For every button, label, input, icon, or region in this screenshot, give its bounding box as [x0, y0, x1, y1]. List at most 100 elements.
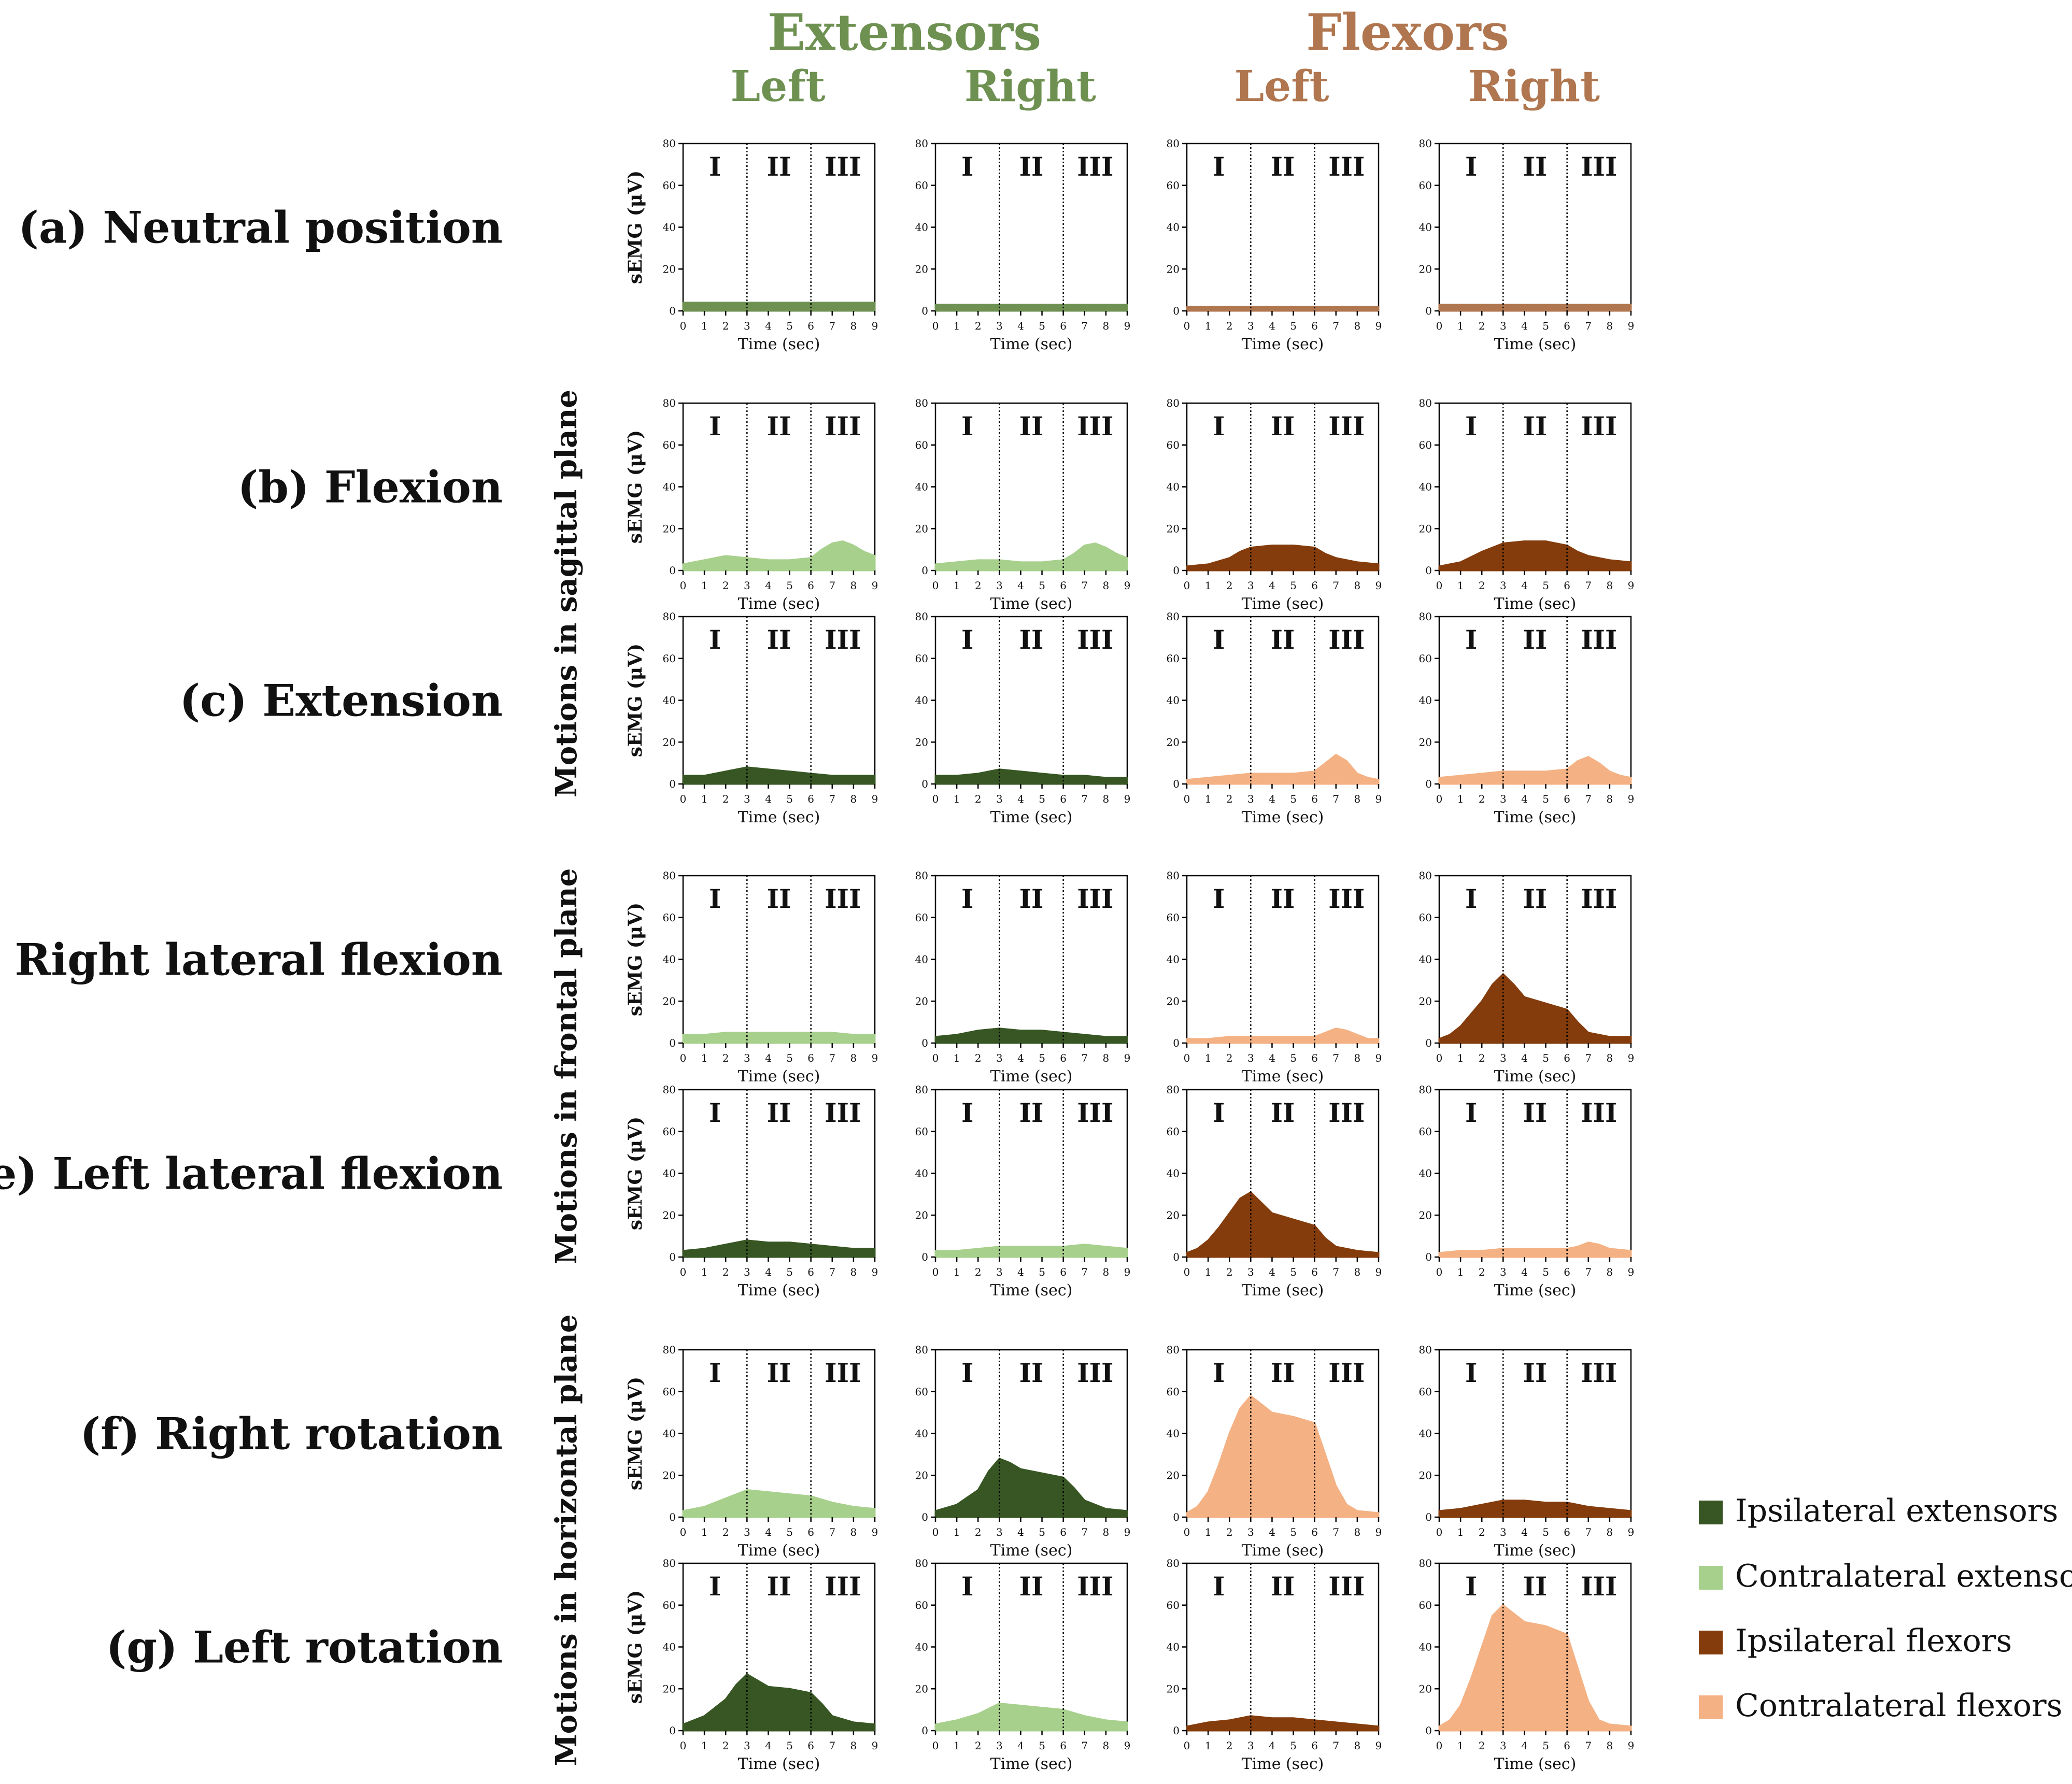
x-tick-label: 5 [1039, 1526, 1045, 1538]
y-tick-label: 80 [663, 1083, 676, 1096]
x-tick-label: 3 [1247, 793, 1254, 805]
emg-area-ipsi_flex [1186, 1191, 1380, 1258]
x-tick-label: 9 [1375, 579, 1382, 592]
y-tick-label: 60 [1419, 1386, 1432, 1398]
phase-label: III [1581, 151, 1617, 182]
phase-label: III [1328, 411, 1365, 441]
x-tick-label: 3 [744, 1526, 750, 1538]
phase-label: II [1523, 1358, 1548, 1388]
phase-label: III [1077, 411, 1113, 441]
phase-label: I [709, 624, 721, 655]
x-tick-label: 9 [1628, 579, 1635, 592]
y-tick-label: 0 [669, 305, 676, 317]
phase-label: I [961, 1358, 973, 1388]
phase-label: III [1077, 1097, 1113, 1128]
x-tick-label: 7 [1332, 793, 1339, 805]
y-tick-label: 80 [1167, 1083, 1180, 1096]
x-tick-label: 9 [872, 793, 878, 805]
y-tick-label: 0 [921, 1724, 928, 1737]
phase-label: I [709, 883, 721, 914]
emg-area-ipsi_ext [682, 1239, 876, 1258]
x-tick-label: 3 [1247, 1052, 1254, 1064]
plot-frame [934, 616, 1128, 785]
emg-area-contra_ext [682, 1032, 876, 1044]
legend-label: Ipsilateral extensors [1735, 1493, 2058, 1529]
phase-label: III [1077, 151, 1113, 182]
y-tick-label: 60 [1167, 652, 1180, 665]
y-tick-label: 60 [1167, 1125, 1180, 1138]
phase-label: I [709, 1097, 721, 1128]
y-tick-label: 40 [1419, 694, 1432, 707]
x-tick-label: 2 [722, 1739, 729, 1752]
x-tick-label: 7 [1081, 320, 1088, 332]
y-tick-label: 20 [915, 736, 928, 748]
x-tick-label: 2 [1479, 793, 1485, 805]
x-tick-label: 3 [744, 1266, 750, 1278]
phase-label: III [1581, 883, 1617, 914]
phase-label: I [961, 1097, 973, 1128]
x-tick-label: 0 [932, 1526, 939, 1538]
emg-area-neutral_ext [682, 302, 876, 312]
x-tick-label: 8 [1354, 1266, 1361, 1278]
phase-label: II [1019, 1097, 1044, 1128]
x-tick-label: 5 [1542, 793, 1549, 805]
x-tick-label: 0 [1184, 1052, 1190, 1064]
y-tick-label: 40 [1167, 221, 1180, 234]
x-axis-label: Time (sec) [1494, 1542, 1577, 1560]
legend-label: Contralateral extensors [1735, 1558, 2072, 1594]
x-tick-label: 7 [1585, 793, 1592, 805]
x-axis-label: Time (sec) [1242, 1542, 1324, 1560]
x-tick-label: 2 [975, 1526, 982, 1538]
x-tick-label: 4 [1269, 793, 1275, 805]
x-tick-label: 0 [932, 320, 939, 332]
y-tick-label: 60 [915, 652, 928, 665]
emg-area-contra_ext [934, 543, 1128, 572]
y-axis-label: sEMG (μV) [625, 1377, 646, 1490]
x-tick-label: 8 [1607, 793, 1613, 805]
row-label: (f) Right rotation [80, 1408, 503, 1460]
y-tick-label: 20 [663, 995, 676, 1007]
x-tick-label: 9 [1375, 1266, 1382, 1278]
plot-frame [934, 1562, 1128, 1732]
x-tick-label: 6 [1311, 579, 1318, 592]
x-tick-label: 1 [1457, 1739, 1464, 1752]
plane-label: Motions in frontal plane [549, 868, 584, 1265]
x-tick-label: 3 [996, 579, 1003, 592]
y-tick-label: 80 [1419, 1557, 1432, 1569]
x-tick-label: 5 [786, 1052, 793, 1064]
y-tick-label: 60 [1167, 179, 1180, 192]
x-tick-label: 4 [1017, 1052, 1024, 1064]
x-tick-label: 3 [1247, 320, 1254, 332]
y-tick-label: 80 [1419, 137, 1432, 150]
phase-label: II [1271, 624, 1295, 655]
y-axis-label: sEMG (μV) [625, 1590, 646, 1704]
x-tick-label: 3 [744, 1052, 750, 1064]
y-tick-label: 40 [663, 1428, 676, 1440]
y-tick-label: 80 [1167, 869, 1180, 882]
phase-label: III [1328, 1097, 1365, 1128]
y-tick-label: 20 [663, 736, 676, 748]
y-tick-label: 40 [1167, 694, 1180, 707]
y-tick-label: 60 [663, 1125, 676, 1138]
plot-frame [1186, 1562, 1380, 1732]
x-axis-label: Time (sec) [1494, 808, 1577, 826]
legend: Ipsilateral extensors Contralateral exten… [1699, 1493, 2072, 1724]
y-tick-label: 40 [915, 481, 928, 493]
x-tick-label: 5 [1542, 1526, 1549, 1538]
emg-area-neutral_ext [934, 304, 1128, 312]
x-tick-label: 7 [1585, 1052, 1592, 1064]
phase-label: II [767, 1097, 791, 1128]
x-axis-label: Time (sec) [1242, 808, 1324, 826]
y-tick-label: 40 [915, 694, 928, 707]
x-tick-label: 4 [765, 1266, 772, 1278]
phase-label: I [961, 411, 973, 441]
x-tick-label: 7 [1585, 320, 1592, 332]
x-axis-label: Time (sec) [990, 1067, 1073, 1086]
y-tick-label: 0 [1173, 1251, 1180, 1263]
row-label: (c) Extension [179, 675, 503, 726]
